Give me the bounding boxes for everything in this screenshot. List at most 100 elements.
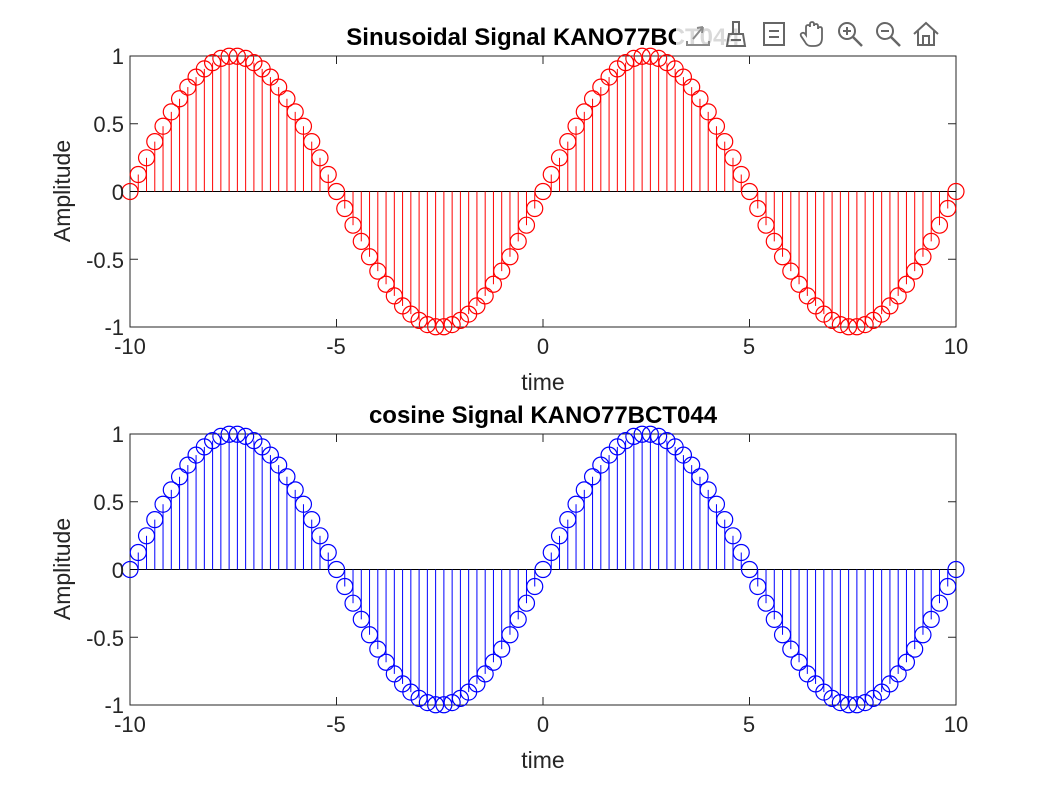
stem-marker xyxy=(939,199,957,218)
stem-marker xyxy=(724,527,742,545)
y-tick-label: 0.5 xyxy=(93,112,124,137)
stem-marker xyxy=(724,149,742,167)
datatip-icon xyxy=(763,22,785,46)
export-icon xyxy=(686,26,710,46)
home-icon xyxy=(913,21,939,46)
stem-marker xyxy=(641,425,659,443)
y-axis-label: Amplitude xyxy=(49,140,75,242)
stem-marker xyxy=(476,665,494,683)
stem-marker xyxy=(683,456,701,474)
zoom-in-icon xyxy=(838,22,863,47)
x-tick-label: 0 xyxy=(537,334,549,359)
stem-marker xyxy=(848,318,866,336)
stem-marker xyxy=(906,262,924,280)
y-tick-label: 0.5 xyxy=(93,490,124,515)
x-tick-label: 5 xyxy=(743,334,755,359)
stem-marker xyxy=(889,287,907,305)
stem-marker xyxy=(443,315,461,334)
stem-marker xyxy=(270,78,288,96)
y-tick-label: -0.5 xyxy=(86,248,124,273)
y-axis-label: Amplitude xyxy=(49,518,75,620)
y-tick-label: -0.5 xyxy=(86,626,124,651)
stem-marker xyxy=(493,262,511,280)
stem-marker xyxy=(947,560,965,579)
stem-plot xyxy=(121,425,965,714)
x-tick-label: 10 xyxy=(944,334,968,359)
zoom-out-icon xyxy=(876,22,901,47)
stem-marker xyxy=(732,543,750,562)
zoom-in-button[interactable] xyxy=(832,16,868,52)
pan-icon xyxy=(799,21,823,47)
x-axis-label: time xyxy=(521,369,564,395)
stem-marker xyxy=(286,103,304,121)
stem-marker xyxy=(435,318,453,336)
stem-plot xyxy=(121,47,965,336)
stem-marker xyxy=(517,594,536,612)
x-tick-label: 5 xyxy=(743,712,755,737)
axes-toolbar xyxy=(676,14,948,54)
stem-marker xyxy=(716,511,734,529)
stem-marker xyxy=(707,495,726,513)
stem-marker xyxy=(517,216,536,234)
stem-marker xyxy=(732,165,750,184)
y-tick-label: -1 xyxy=(104,315,124,340)
x-tick-label: -5 xyxy=(326,712,346,737)
stem-marker xyxy=(294,117,313,135)
stem-marker xyxy=(716,133,734,151)
x-tick-label: -5 xyxy=(326,334,346,359)
stem-marker xyxy=(699,481,717,499)
stem-marker xyxy=(237,427,255,446)
y-tick-label: 0 xyxy=(112,558,124,583)
home-button[interactable] xyxy=(908,16,944,52)
x-tick-label: 0 xyxy=(537,712,549,737)
stem-marker xyxy=(922,610,940,628)
stem-marker xyxy=(691,90,709,108)
zoom-out-button[interactable] xyxy=(870,16,906,52)
stem-marker xyxy=(683,78,701,96)
stem-marker xyxy=(484,653,503,671)
stem-marker xyxy=(311,527,329,545)
stem-marker xyxy=(303,511,321,529)
stem-marker xyxy=(476,287,494,305)
stem-marker xyxy=(650,427,668,446)
stem-marker xyxy=(856,693,874,712)
x-tick-label: -10 xyxy=(114,712,146,737)
pan-button[interactable] xyxy=(794,16,830,52)
stem-marker xyxy=(897,653,916,671)
y-tick-label: 0 xyxy=(112,180,124,205)
subplot-cosine: cosine Signal KANO77BCT044 1 0.5 0 -0.5 … xyxy=(49,402,968,773)
y-tick-label: 1 xyxy=(112,44,124,69)
stem-marker xyxy=(947,182,965,201)
stem-marker xyxy=(707,117,726,135)
stem-marker xyxy=(311,149,329,167)
stem-marker xyxy=(228,47,246,65)
stem-marker xyxy=(270,456,288,474)
stem-marker xyxy=(641,47,659,65)
stem-marker xyxy=(286,481,304,499)
chart-title: cosine Signal KANO77BCT044 xyxy=(369,402,718,429)
stem-marker xyxy=(526,199,544,218)
stem-marker xyxy=(237,49,255,68)
stem-marker xyxy=(930,594,949,612)
datatip-button[interactable] xyxy=(756,16,792,52)
stem-marker xyxy=(501,626,519,644)
stem-marker xyxy=(848,696,866,714)
stem-marker xyxy=(889,665,907,683)
stem-marker xyxy=(509,232,527,250)
subplot-sine: Sinusoidal Signal KANO77BCT044 1 0.5 0 -… xyxy=(49,24,968,395)
brush-button[interactable] xyxy=(718,16,754,52)
brush-icon xyxy=(725,21,747,47)
stem-marker xyxy=(526,577,544,596)
stem-marker xyxy=(914,248,932,266)
stem-marker xyxy=(922,232,940,250)
x-axis-label: time xyxy=(521,747,564,773)
stem-marker xyxy=(294,495,313,513)
stem-marker xyxy=(319,543,337,562)
stem-marker xyxy=(897,275,916,293)
x-tick-label: -10 xyxy=(114,334,146,359)
stem-marker xyxy=(501,248,519,266)
export-button[interactable] xyxy=(680,16,716,52)
stem-marker xyxy=(650,49,668,68)
stem-marker xyxy=(914,626,932,644)
stem-marker xyxy=(699,103,717,121)
